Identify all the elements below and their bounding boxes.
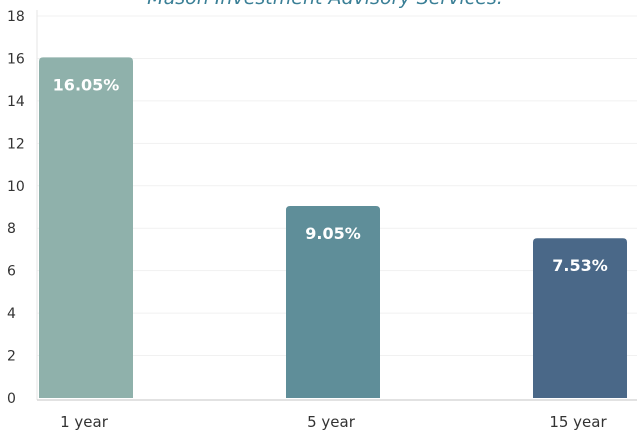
bars: 16.05% 9.05% 7.53% — [39, 57, 627, 399]
y-tick-label: 6 — [7, 264, 16, 280]
bar-1-year — [39, 57, 133, 399]
x-tick-label: 15 year — [549, 413, 607, 431]
y-tick-label: 8 — [7, 221, 16, 237]
y-tick-label: 16 — [7, 51, 25, 67]
y-tick-label: 12 — [7, 136, 25, 152]
y-tick-label: 0 — [7, 391, 16, 407]
x-tick-label: 5 year — [307, 413, 356, 431]
y-tick-label: 2 — [7, 349, 16, 365]
data-label: 9.05% — [305, 224, 361, 243]
y-tick-label: 10 — [7, 179, 25, 195]
data-label: 16.05% — [53, 75, 120, 94]
x-axis-ticks: 1 year 5 year 15 year — [60, 413, 607, 431]
chart-title: Mason Investment Advisory Services. — [147, 0, 503, 9]
y-tick-label: 14 — [7, 94, 25, 110]
y-axis-ticks: 0 2 4 6 8 10 12 14 16 18 — [7, 9, 25, 407]
gridlines — [37, 15, 637, 357]
x-tick-label: 1 year — [60, 413, 109, 431]
bar-15-year — [533, 238, 627, 398]
y-tick-label: 18 — [7, 9, 25, 25]
y-tick-label: 4 — [7, 306, 16, 322]
bar-5-year — [286, 205, 380, 398]
data-label: 7.53% — [552, 256, 608, 275]
